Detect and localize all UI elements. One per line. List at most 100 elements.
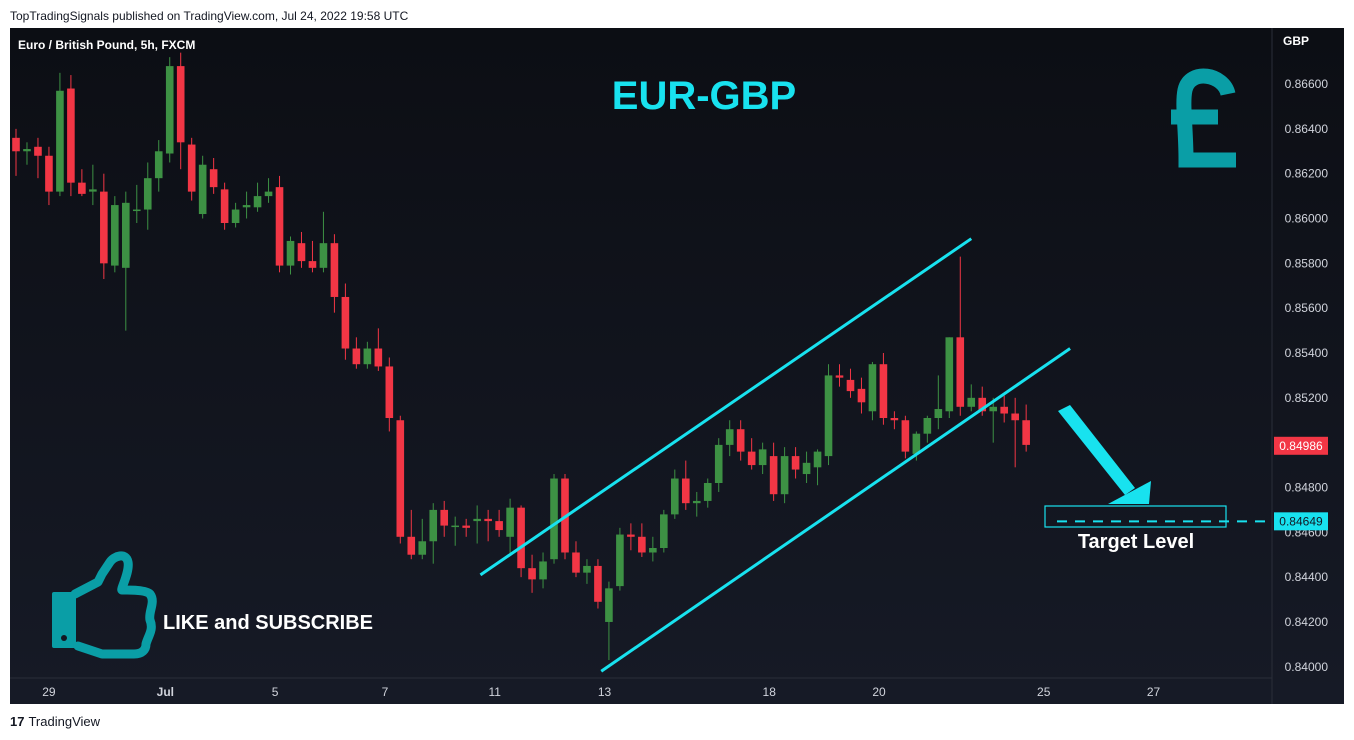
candle-body <box>451 525 459 528</box>
candle-body <box>67 88 75 183</box>
candle <box>34 137 42 179</box>
candle-body <box>231 209 240 223</box>
candle <box>122 191 130 331</box>
candle <box>967 384 976 412</box>
candle <box>923 415 932 443</box>
y-tick-label: 0.86600 <box>1285 77 1329 91</box>
candle-body <box>945 337 954 412</box>
y-tick-label: 0.84400 <box>1285 570 1329 584</box>
y-tick-label: 0.85400 <box>1285 346 1329 360</box>
candle-body <box>934 409 943 418</box>
candle-body <box>440 509 449 526</box>
candle <box>473 505 481 544</box>
candle-body <box>1022 420 1030 445</box>
candle <box>363 341 372 369</box>
candle <box>703 478 712 508</box>
candle <box>341 283 350 360</box>
candle <box>89 164 97 206</box>
candle <box>242 191 251 219</box>
x-tick-label: 27 <box>1147 685 1161 699</box>
candle <box>780 447 789 504</box>
candle <box>374 328 383 371</box>
y-tick-label: 0.86400 <box>1285 122 1329 136</box>
candle-body <box>660 514 668 548</box>
x-tick-label: 25 <box>1037 685 1051 699</box>
channel-upper-line[interactable] <box>479 237 973 577</box>
candle-body <box>813 451 822 468</box>
candle-body <box>583 565 591 573</box>
candle <box>649 536 657 562</box>
candle-body <box>187 144 196 192</box>
candle <box>56 72 64 197</box>
last-price-badge: 0.84986 <box>1274 436 1328 455</box>
candle-body <box>45 155 53 192</box>
candle <box>627 523 635 551</box>
candle-body <box>264 191 273 197</box>
candle-body <box>407 536 416 555</box>
target-arrow <box>1058 405 1151 504</box>
candle-body <box>923 418 932 434</box>
candle <box>934 375 943 430</box>
candle <box>100 173 108 280</box>
target-level-box[interactable] <box>1044 505 1227 528</box>
candle <box>451 516 459 546</box>
candle-body <box>572 552 580 573</box>
channel-lower-line[interactable] <box>600 347 1071 673</box>
candle <box>978 386 987 416</box>
x-tick-label: 20 <box>872 685 886 699</box>
candle <box>45 146 53 206</box>
candle-body <box>506 507 514 537</box>
candle <box>616 527 624 591</box>
candle <box>297 231 306 268</box>
candle-body <box>835 375 844 378</box>
y-tick-label: 0.84000 <box>1285 660 1329 674</box>
candle <box>638 523 646 557</box>
candle-body <box>649 548 657 553</box>
candle-body <box>396 420 405 537</box>
x-tick-label: 18 <box>763 685 777 699</box>
candle-body <box>671 478 679 515</box>
candle <box>879 353 888 425</box>
candle <box>286 236 295 275</box>
candle <box>517 505 525 578</box>
candle <box>23 142 31 165</box>
candle-body <box>297 243 306 262</box>
x-axis[interactable]: 29 Jul 5 7 11 13 18 20 25 27 <box>42 685 1160 699</box>
candle <box>747 438 756 470</box>
candle <box>495 509 503 537</box>
candle-body <box>824 375 833 457</box>
candle-body <box>791 456 800 470</box>
candle-body <box>956 337 965 407</box>
candle-body <box>528 568 536 580</box>
candle <box>429 503 438 564</box>
candle <box>484 509 492 542</box>
candle <box>154 140 163 192</box>
candle-body <box>681 478 690 504</box>
candle <box>846 368 855 398</box>
candle <box>462 518 470 537</box>
y-tick-label: 0.86000 <box>1285 212 1329 226</box>
candle-body <box>374 348 383 367</box>
candle-body <box>484 518 492 522</box>
candle-body <box>319 243 328 268</box>
candle <box>143 162 152 230</box>
chart-frame[interactable]: Target Level EUR-GBP LIKE and SUBSCRIBE … <box>10 28 1344 704</box>
candle-body <box>78 182 86 194</box>
y-tick-label: 0.85200 <box>1285 391 1329 405</box>
candle <box>440 500 449 537</box>
chart-headline: EUR-GBP <box>612 74 796 118</box>
candle-body <box>758 449 767 466</box>
candle-body <box>209 169 218 188</box>
candle <box>132 184 141 223</box>
candle-body <box>308 261 317 268</box>
candle-body <box>967 397 976 407</box>
symbol-title: Euro / British Pound, 5h, FXCM <box>18 38 195 52</box>
candle-body <box>143 178 152 210</box>
cta-text: LIKE and SUBSCRIBE <box>163 612 373 634</box>
candlestick-chart[interactable]: Target Level EUR-GBP LIKE and SUBSCRIBE … <box>10 28 1344 704</box>
tradingview-logo-icon: 17 <box>10 714 25 729</box>
candle <box>176 52 185 170</box>
candle-body <box>890 418 899 421</box>
brand-name[interactable]: TradingView <box>28 714 101 729</box>
candle <box>989 397 998 443</box>
